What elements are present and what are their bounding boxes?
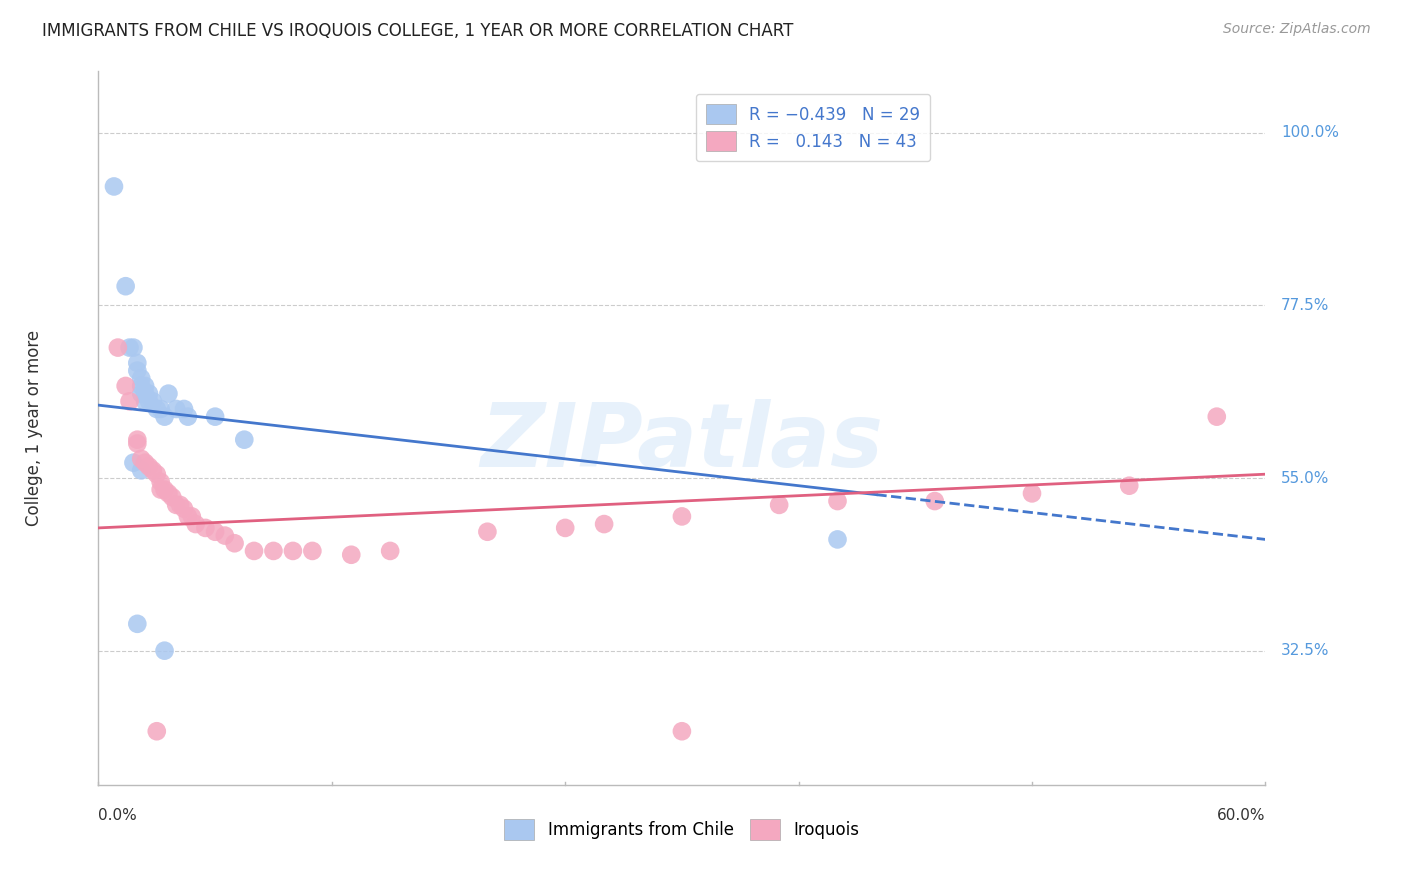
- Point: [380, 544, 402, 558]
- Point: [134, 456, 156, 470]
- Point: [114, 379, 136, 393]
- Point: [149, 483, 172, 497]
- Point: [149, 475, 172, 489]
- Point: [122, 341, 145, 355]
- Point: [214, 528, 236, 542]
- Point: [134, 386, 156, 401]
- Point: [129, 463, 152, 477]
- Point: [165, 401, 187, 416]
- Point: [157, 386, 180, 401]
- Point: [243, 544, 266, 558]
- Point: [173, 401, 195, 416]
- Text: 60.0%: 60.0%: [1218, 808, 1265, 823]
- Point: [827, 494, 849, 508]
- Point: [204, 524, 226, 539]
- Point: [153, 643, 176, 657]
- Point: [127, 436, 149, 450]
- Point: [138, 386, 160, 401]
- Text: IMMIGRANTS FROM CHILE VS IROQUOIS COLLEGE, 1 YEAR OR MORE CORRELATION CHART: IMMIGRANTS FROM CHILE VS IROQUOIS COLLEG…: [42, 22, 793, 40]
- Point: [180, 509, 202, 524]
- Point: [142, 463, 165, 477]
- Text: 0.0%: 0.0%: [98, 808, 138, 823]
- Point: [827, 533, 849, 547]
- Point: [153, 483, 176, 497]
- Point: [127, 433, 149, 447]
- Point: [127, 616, 149, 631]
- Text: ZIPatlas: ZIPatlas: [481, 399, 883, 486]
- Point: [671, 509, 693, 524]
- Point: [281, 544, 304, 558]
- Point: [1205, 409, 1227, 424]
- Point: [177, 509, 200, 524]
- Point: [204, 409, 226, 424]
- Point: [173, 501, 195, 516]
- Point: [301, 544, 323, 558]
- Point: [142, 394, 165, 409]
- Text: College, 1 year or more: College, 1 year or more: [25, 330, 44, 526]
- Point: [129, 371, 152, 385]
- Point: [554, 521, 576, 535]
- Point: [114, 279, 136, 293]
- Point: [129, 386, 152, 401]
- Point: [768, 498, 790, 512]
- Point: [146, 724, 169, 739]
- Point: [162, 490, 184, 504]
- Point: [103, 179, 125, 194]
- Point: [924, 494, 946, 508]
- Point: [169, 498, 191, 512]
- Point: [157, 486, 180, 500]
- Point: [107, 341, 129, 355]
- Point: [184, 517, 207, 532]
- Point: [194, 521, 217, 535]
- Point: [134, 379, 156, 393]
- Point: [165, 498, 187, 512]
- Legend: Immigrants from Chile, Iroquois: Immigrants from Chile, Iroquois: [496, 811, 868, 848]
- Text: 100.0%: 100.0%: [1281, 125, 1339, 140]
- Point: [122, 456, 145, 470]
- Point: [671, 724, 693, 739]
- Point: [146, 467, 169, 482]
- Point: [153, 409, 176, 424]
- Point: [138, 394, 160, 409]
- Point: [1021, 486, 1043, 500]
- Point: [146, 401, 169, 416]
- Point: [233, 433, 256, 447]
- Point: [224, 536, 246, 550]
- Point: [134, 394, 156, 409]
- Text: 77.5%: 77.5%: [1281, 298, 1329, 313]
- Text: 55.0%: 55.0%: [1281, 471, 1329, 485]
- Point: [177, 409, 200, 424]
- Point: [1118, 479, 1140, 493]
- Point: [129, 379, 152, 393]
- Point: [593, 517, 616, 532]
- Text: Source: ZipAtlas.com: Source: ZipAtlas.com: [1223, 22, 1371, 37]
- Point: [127, 363, 149, 377]
- Text: 32.5%: 32.5%: [1281, 643, 1330, 658]
- Point: [118, 341, 141, 355]
- Point: [138, 459, 160, 474]
- Point: [340, 548, 363, 562]
- Point: [127, 356, 149, 370]
- Point: [262, 544, 284, 558]
- Point: [149, 401, 172, 416]
- Point: [129, 451, 152, 466]
- Point: [118, 394, 141, 409]
- Point: [477, 524, 499, 539]
